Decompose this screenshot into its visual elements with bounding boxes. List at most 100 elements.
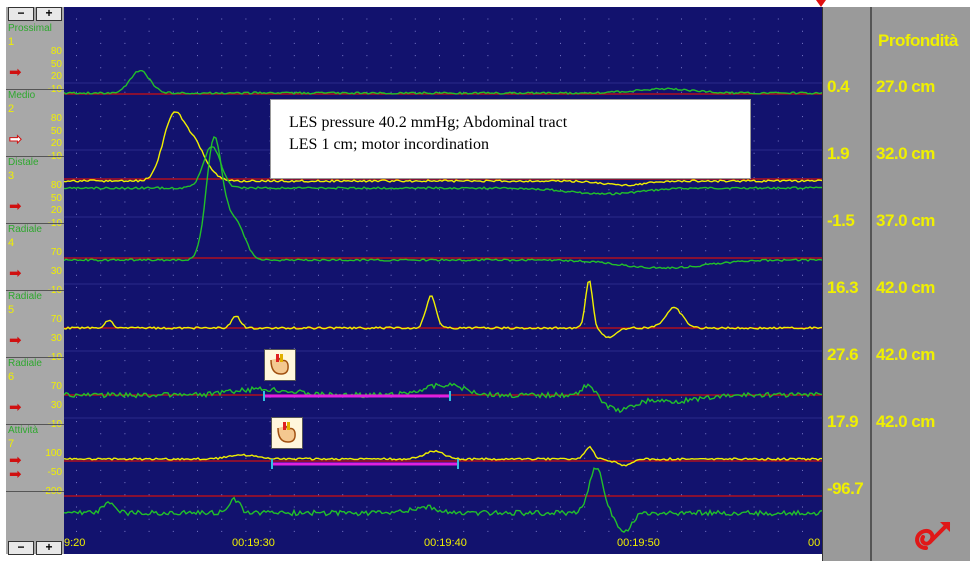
scale-tick-label: 50	[50, 125, 62, 137]
scale-tick-label: 50	[50, 192, 62, 204]
annotation-box: LES pressure 40.2 mmHg; Abdominal tract …	[270, 99, 751, 179]
channel-name: Distale	[8, 157, 39, 168]
scale-tick-label: 70	[50, 314, 62, 325]
channel-number: 7	[8, 438, 15, 450]
channel-value-5: 27.6	[827, 345, 859, 364]
pressure-trace-plot[interactable]: 9:20 00:19:30 00:19:40 00:19:50 00	[64, 7, 822, 554]
depth-header: Profondità	[878, 31, 959, 50]
channel-name: Medio	[8, 90, 36, 101]
pressure-trace	[64, 70, 822, 95]
channel-name: Attività	[8, 425, 39, 436]
pressure-trace	[64, 445, 822, 467]
annotation-line-1: LES pressure 40.2 mmHg; Abdominal tract	[289, 114, 568, 131]
channel-name: Radiale	[8, 224, 42, 235]
channel-number: 1	[8, 36, 15, 48]
zoom-controls-bottom: − +	[6, 541, 64, 555]
time-tick-label: 00:19:30	[232, 537, 275, 549]
channel-separator	[6, 223, 64, 224]
pressure-trace	[64, 280, 822, 339]
scale-tick-label: 50	[50, 58, 62, 70]
channel-separator	[6, 290, 64, 291]
scale-tick-label: 70	[50, 247, 62, 258]
scale-tick-label: 80	[50, 46, 62, 57]
channel-value-3: -1.5	[827, 211, 855, 230]
channel-value-6: 17.9	[827, 412, 859, 431]
swallow-event-icon[interactable]	[264, 349, 296, 381]
channel-number: 2	[8, 103, 15, 115]
baseline-arrow-icon[interactable]: ➡	[9, 399, 22, 416]
channel-number: 3	[8, 170, 15, 182]
time-tick-label: 00:19:40	[424, 537, 467, 549]
depth-panel: Profondità 27.0 cm 32.0 cm 37.0 cm 42.0 cm 4…	[870, 7, 970, 561]
channel-separator	[6, 89, 64, 90]
channel-depth-1: 27.0 cm	[876, 77, 935, 96]
pressure-trace	[64, 146, 822, 196]
baseline-arrow-icon[interactable]: ➡	[9, 131, 23, 148]
baseline-arrow-icon[interactable]: ➡	[9, 198, 22, 215]
trace-canvas	[64, 18, 822, 533]
cursor-marker-icon[interactable]	[816, 0, 826, 7]
zoom-in-button-bottom[interactable]: +	[36, 541, 62, 555]
baseline-arrow-icon[interactable]: ➡	[9, 466, 22, 483]
swallow-event-icon[interactable]	[271, 417, 303, 449]
channel-name: Radiale	[8, 358, 42, 369]
grid-dots	[76, 18, 803, 532]
baseline-arrow-icon[interactable]: ➡	[9, 452, 22, 469]
channel-value-1: 0.4	[827, 77, 850, 96]
channel-value-4: 16.3	[827, 278, 859, 297]
pressure-trace	[64, 467, 822, 533]
channel-separator	[6, 156, 64, 157]
scale-tick-label: 80	[50, 180, 62, 191]
spiral-logo-icon	[915, 522, 950, 550]
pressure-trace	[64, 382, 822, 414]
channel-name: Radiale	[8, 291, 42, 302]
time-tick-label: 9:20	[64, 537, 86, 549]
time-tick-label: 00:19:50	[617, 537, 660, 549]
zoom-in-button[interactable]: +	[36, 7, 62, 21]
scale-tick-label: 70	[50, 381, 62, 392]
annotation-line-2: LES 1 cm; motor incordination	[289, 136, 489, 153]
scale-tick-label: 30	[50, 400, 62, 411]
scale-tick-label: 30	[50, 333, 62, 344]
channel-separator	[6, 424, 64, 425]
pressure-trace	[64, 135, 822, 270]
time-tick-label: 00	[808, 537, 821, 549]
channel-depth-2: 32.0 cm	[876, 144, 935, 163]
channel-number: 4	[8, 237, 15, 249]
channel-number: 5	[8, 304, 15, 316]
channel-depth-6: 42.0 cm	[876, 412, 935, 431]
scale-tick-label: 20	[50, 205, 62, 217]
scale-tick-label: 20	[50, 138, 62, 150]
current-value-panel: 0.4 1.9 -1.5 16.3 27.6 17.9 -96.7	[822, 7, 871, 561]
zoom-controls-top: − +	[6, 7, 64, 21]
scale-tick-label: 30	[50, 266, 62, 277]
scale-tick-label: 80	[50, 113, 62, 124]
channel-separator	[6, 491, 64, 492]
channel-depth-5: 42.0 cm	[876, 345, 935, 364]
zoom-out-button-bottom[interactable]: −	[8, 541, 34, 555]
channel-value-2: 1.9	[827, 144, 850, 163]
channel-label-panel: − + Prossimal1805020-10➡Medio2805020-10➡…	[6, 7, 65, 555]
channel-value-7: -96.7	[827, 479, 864, 498]
channel-number: 6	[8, 371, 15, 383]
channel-name: Prossimal	[8, 23, 52, 34]
scale-tick-label: 100	[45, 448, 62, 459]
pressure-trace	[64, 111, 822, 187]
scale-tick-label: -50	[47, 467, 62, 478]
channel-depth-3: 37.0 cm	[876, 211, 935, 230]
scale-tick-label: 20	[50, 71, 62, 83]
zoom-out-button[interactable]: −	[8, 7, 34, 21]
baseline-arrow-icon[interactable]: ➡	[9, 265, 22, 282]
baseline-arrow-icon[interactable]: ➡	[9, 332, 22, 349]
channel-separator	[6, 357, 64, 358]
baseline-arrow-icon[interactable]: ➡	[9, 64, 22, 81]
channel-depth-4: 42.0 cm	[876, 278, 935, 297]
